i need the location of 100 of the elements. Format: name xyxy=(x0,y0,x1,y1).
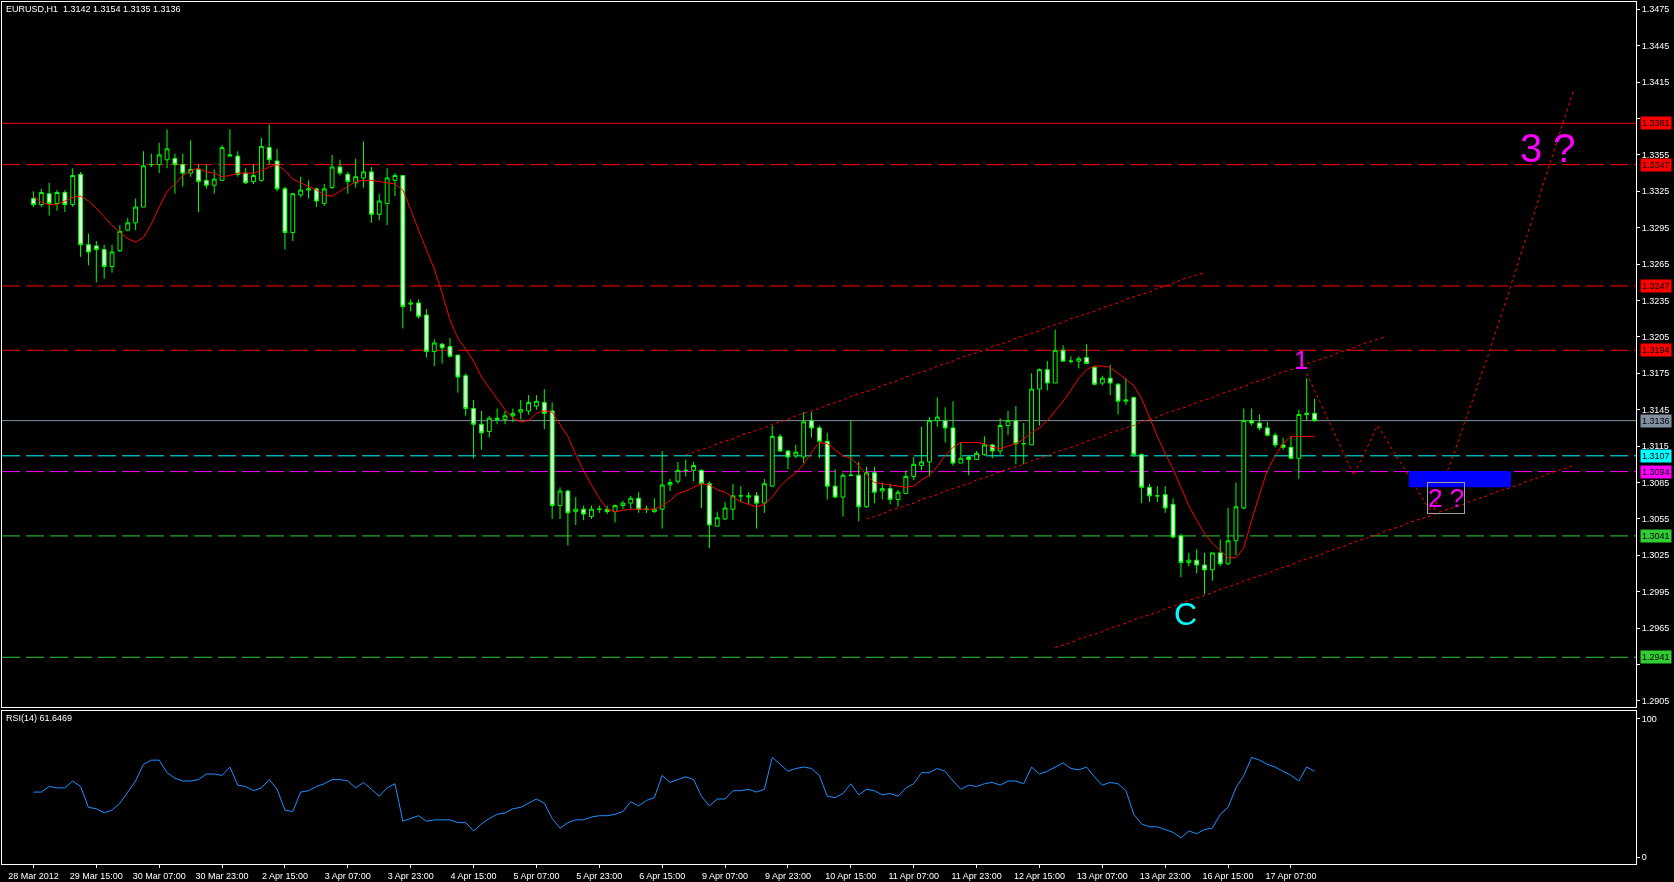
candlestick xyxy=(895,489,901,508)
candlestick xyxy=(864,466,869,509)
candlestick xyxy=(1060,344,1066,362)
candlestick xyxy=(321,183,327,207)
candlestick xyxy=(1257,414,1262,431)
candlestick xyxy=(840,472,846,517)
candlestick xyxy=(1264,421,1270,437)
candlestick xyxy=(455,354,461,394)
x-tick-label: 30 Mar 23:00 xyxy=(195,870,249,881)
candlestick xyxy=(1131,395,1137,458)
candlestick xyxy=(1044,360,1050,391)
candlestick xyxy=(754,491,759,530)
annotation: 2 ? xyxy=(1428,483,1465,513)
candlestick xyxy=(879,482,885,500)
candlestick xyxy=(911,456,917,481)
y-tick-label: 1.3265 xyxy=(1641,259,1670,270)
x-tick-label: 2 Apr 15:00 xyxy=(261,870,308,881)
candlestick xyxy=(1037,367,1042,426)
candlestick xyxy=(1241,408,1247,510)
candlestick xyxy=(675,461,681,485)
x-tick-label: 12 Apr 15:00 xyxy=(1013,870,1065,881)
candlestick xyxy=(1092,365,1097,386)
candlestick xyxy=(70,167,76,208)
candlestick xyxy=(494,408,500,425)
candlestick xyxy=(832,468,838,499)
y-tick-label: 1.3175 xyxy=(1641,368,1670,379)
candlestick xyxy=(329,154,335,190)
candlestick xyxy=(38,188,44,208)
candlestick xyxy=(1084,343,1090,365)
candlestick xyxy=(251,164,256,185)
candlestick xyxy=(919,426,924,471)
candlestick xyxy=(164,128,170,169)
candlestick xyxy=(101,244,107,280)
x-tick-label: 9 Apr 23:00 xyxy=(764,870,811,881)
candlestick xyxy=(714,511,720,527)
candlestick xyxy=(1272,432,1278,448)
candlestick xyxy=(117,224,123,253)
x-tick-label: 17 Apr 07:00 xyxy=(1265,870,1317,881)
ref-line-label: 1.3136 xyxy=(1642,416,1670,426)
candlestick xyxy=(573,496,579,526)
y-tick-label: 1.3475 xyxy=(1641,4,1670,15)
candlestick xyxy=(447,337,453,359)
ref-line-label: 1.3107 xyxy=(1642,451,1670,461)
x-tick-label: 30 Mar 07:00 xyxy=(132,870,186,881)
candlestick xyxy=(761,478,767,514)
candlestick xyxy=(235,150,241,178)
candlestick xyxy=(148,153,154,168)
candlestick xyxy=(1296,409,1302,480)
candlestick xyxy=(824,432,830,500)
candlestick xyxy=(589,505,594,520)
candlestick xyxy=(211,168,217,195)
x-tick-label: 11 Apr 23:00 xyxy=(951,870,1002,881)
y-tick-label: 1.2905 xyxy=(1641,696,1670,707)
candlestick xyxy=(86,233,91,266)
candlestick xyxy=(463,372,469,417)
y-tick-label: 100 xyxy=(1641,713,1657,724)
x-tick-label: 9 Apr 07:00 xyxy=(702,870,749,881)
candlestick xyxy=(1115,382,1121,416)
candlestick xyxy=(785,449,791,470)
candlestick xyxy=(1170,497,1176,539)
x-tick-label: 28 Mar 2012 xyxy=(8,870,59,881)
candlestick xyxy=(502,410,508,425)
x-tick-label: 13 Apr 07:00 xyxy=(1076,870,1128,881)
candlestick xyxy=(258,137,264,183)
candlestick xyxy=(848,420,854,477)
candlestick xyxy=(1052,329,1058,384)
candlestick xyxy=(1154,485,1160,503)
chart-title: EURUSD,H1 1.3142 1.3154 1.3135 1.3136 xyxy=(6,4,181,15)
candlestick xyxy=(1178,532,1184,578)
ref-line-label: 1.3381 xyxy=(1642,118,1670,128)
candlestick xyxy=(1013,405,1019,465)
candlestick xyxy=(699,468,704,509)
annotation: 3 ? xyxy=(1520,126,1576,170)
candlestick xyxy=(203,164,209,190)
candlestick xyxy=(156,142,162,174)
candlestick xyxy=(982,435,987,457)
candlestick xyxy=(196,164,201,213)
candlestick xyxy=(518,399,524,420)
candlestick xyxy=(683,458,689,477)
candlestick xyxy=(1304,377,1310,422)
candlestick xyxy=(479,410,484,451)
candlestick xyxy=(596,505,602,514)
candlestick xyxy=(1225,507,1231,566)
candlestick xyxy=(667,478,673,492)
candlestick xyxy=(659,450,665,530)
candlestick xyxy=(691,461,697,482)
candlestick xyxy=(290,193,296,242)
candlestick xyxy=(746,491,752,505)
x-tick-label: 6 Apr 15:00 xyxy=(639,870,686,881)
candlestick xyxy=(997,417,1003,456)
y-tick-label: 1.3055 xyxy=(1641,514,1670,525)
candlestick xyxy=(722,501,728,521)
y-tick-label: 1.3295 xyxy=(1641,222,1670,233)
candlestick xyxy=(526,394,532,416)
candlestick xyxy=(439,343,445,365)
y-tick-label: 1.3355 xyxy=(1641,150,1670,161)
candlestick xyxy=(1249,408,1255,426)
candlestick xyxy=(636,491,642,514)
x-tick-label: 5 Apr 23:00 xyxy=(576,870,623,881)
y-tick-label: 1.3115 xyxy=(1641,441,1669,452)
